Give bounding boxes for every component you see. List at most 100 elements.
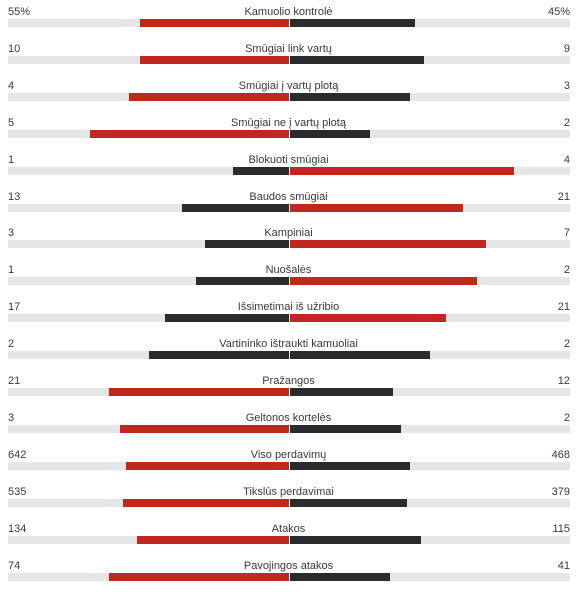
away-bar	[289, 19, 416, 27]
away-value: 115	[552, 522, 570, 535]
stat-bar-track	[8, 54, 570, 65]
stat-label: Geltonos kortelės	[245, 411, 332, 424]
stat-label: Smūgiai į vartų plotą	[238, 79, 339, 92]
center-divider	[289, 387, 290, 397]
stat-label: Pavojingos atakos	[243, 559, 334, 572]
stat-label: Kampiniai	[264, 227, 313, 240]
center-divider	[289, 276, 290, 287]
home-value: 1	[8, 153, 15, 166]
center-divider	[289, 202, 290, 213]
away-value: 21	[557, 301, 570, 314]
stat-bar-track	[8, 313, 570, 324]
home-value: 13	[8, 190, 21, 203]
home-bar	[123, 498, 289, 507]
home-value: 4	[8, 79, 15, 92]
away-bar	[289, 351, 430, 360]
center-divider	[289, 54, 290, 65]
away-value: 379	[551, 485, 570, 498]
stat-label: Pražangos	[262, 375, 315, 387]
center-divider	[289, 239, 290, 250]
stat-label: Smūgiai link vartų	[245, 42, 332, 55]
stat-bar-track	[8, 497, 570, 508]
away-value: 4	[563, 153, 570, 166]
stat-row: 74 Pavojingos atakos 41	[0, 558, 577, 595]
stat-label: Tikslūs perdavimai	[243, 485, 334, 498]
stat-label: Kamuolio kontrolė	[244, 6, 333, 18]
home-value: 3	[8, 227, 15, 240]
center-divider	[289, 165, 290, 176]
stat-bar-track	[8, 128, 570, 139]
stat-bar-track	[8, 387, 570, 397]
away-bar	[289, 277, 478, 286]
center-divider	[289, 128, 290, 139]
away-value: 468	[551, 448, 570, 461]
stat-label: Viso perdavimų	[250, 448, 327, 461]
home-value: 5	[8, 116, 15, 129]
stat-bar-track	[8, 239, 570, 250]
away-bar	[289, 92, 410, 101]
away-bar	[289, 129, 371, 138]
home-value: 3	[8, 411, 15, 424]
away-value: 21	[557, 190, 570, 203]
center-divider	[289, 497, 290, 508]
away-bar	[289, 461, 410, 470]
away-value: 45%	[547, 6, 570, 18]
stat-label: Vartininko ištraukti kamuoliai	[219, 338, 358, 351]
away-value: 2	[563, 338, 570, 351]
stat-bar-track	[8, 165, 570, 176]
away-bar	[289, 203, 464, 212]
home-value: 2	[8, 338, 15, 351]
stat-label: Blokuoti smūgiai	[248, 153, 329, 166]
home-bar	[232, 166, 289, 175]
stat-row: 2 Vartininko ištraukti kamuoliai 2	[0, 336, 577, 373]
home-bar	[137, 535, 289, 544]
stat-row: 3 Kampiniai 7	[0, 225, 577, 262]
away-bar	[289, 424, 402, 433]
away-bar	[289, 240, 486, 249]
home-bar	[140, 55, 289, 64]
away-value: 2	[563, 116, 570, 129]
home-bar	[165, 314, 289, 323]
stat-label: Smūgiai ne į vartų plotą	[231, 116, 346, 129]
away-value: 9	[563, 42, 570, 55]
stat-row: 13 Baudos smūgiai 21	[0, 189, 577, 226]
stat-row: 642 Viso perdavimų 468	[0, 447, 577, 484]
stat-bar-track	[8, 202, 570, 213]
away-bar	[289, 166, 514, 175]
away-value: 2	[563, 411, 570, 424]
home-value: 642	[8, 448, 27, 461]
home-value: 55%	[8, 6, 31, 18]
away-bar	[289, 498, 408, 507]
stat-row: 10 Smūgiai link vartų 9	[0, 41, 577, 78]
stat-label: Nuošalės	[265, 264, 312, 277]
home-bar	[182, 203, 289, 212]
stat-row: 17 Išsimetimai iš užribio 21	[0, 299, 577, 336]
away-value: 12	[557, 375, 570, 387]
stat-bar-track	[8, 571, 570, 582]
home-value: 134	[8, 522, 27, 535]
stat-bar-track	[8, 460, 570, 471]
away-bar	[289, 572, 391, 581]
stat-bar-track	[8, 423, 570, 434]
stat-label: Baudos smūgiai	[249, 190, 328, 203]
stat-bar-track	[8, 350, 570, 361]
stat-label: Išsimetimai iš užribio	[237, 301, 340, 314]
center-divider	[289, 571, 290, 582]
home-bar	[109, 388, 289, 396]
stat-row: 1 Blokuoti smūgiai 4	[0, 152, 577, 189]
away-bar	[289, 55, 424, 64]
home-bar	[128, 92, 289, 101]
stat-row: 535 Tikslūs perdavimai 379	[0, 484, 577, 521]
away-value: 2	[563, 264, 570, 277]
away-value: 41	[557, 559, 570, 572]
stat-row: 1 Nuošalės 2	[0, 262, 577, 299]
home-value: 74	[8, 559, 21, 572]
away-value: 3	[563, 79, 570, 92]
center-divider	[289, 313, 290, 324]
center-divider	[289, 18, 290, 28]
home-bar	[204, 240, 289, 249]
home-value: 1	[8, 264, 15, 277]
stat-row: 55% Kamuolio kontrolė 45%	[0, 4, 577, 41]
away-bar	[289, 535, 422, 544]
home-bar	[196, 277, 289, 286]
